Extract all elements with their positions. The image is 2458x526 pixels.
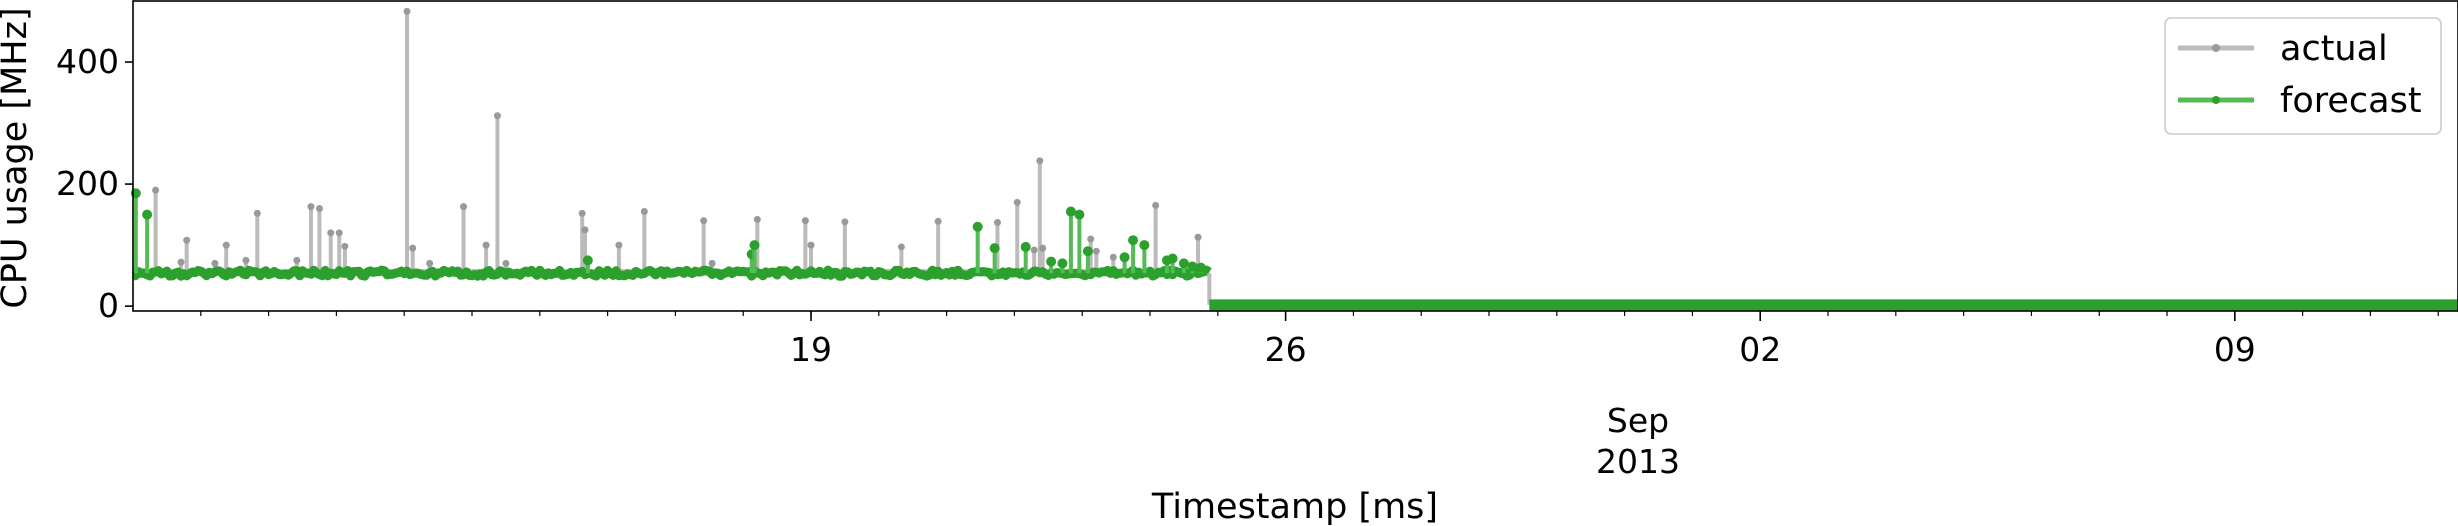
forecast-point [1082, 246, 1093, 257]
actual-point [335, 229, 343, 237]
actual-point [1152, 201, 1160, 209]
actual-point [460, 203, 468, 211]
forecast-point [1119, 252, 1130, 263]
forecast-baseline-line [131, 265, 1212, 281]
actual-point [211, 259, 219, 267]
actual-point [1036, 157, 1044, 165]
forecast-point [1074, 209, 1085, 220]
actual-point [426, 259, 434, 267]
y-axis-title: CPU usage [MHz] [0, 7, 35, 308]
x-tick-label: 26 [1265, 330, 1307, 369]
actual-point [1194, 233, 1202, 241]
actual-point [183, 236, 191, 244]
actual-point [807, 241, 815, 249]
axes: 0 200 400 19 26 02 09 [56, 42, 2439, 369]
actual-point [502, 259, 510, 267]
actual-point [409, 244, 417, 252]
forecast-point [1187, 261, 1198, 272]
actual-point [801, 217, 809, 225]
forecast-point [1139, 240, 1150, 251]
actual-point [1109, 253, 1117, 261]
actual-point [327, 229, 335, 237]
actual-point [293, 256, 301, 264]
forecast-point [1065, 206, 1076, 217]
actual-point [403, 7, 411, 15]
actual-point [640, 208, 648, 216]
x-tick-label: 09 [2214, 330, 2256, 369]
plot-area [130, 7, 2458, 311]
actual-point [700, 217, 708, 225]
x-tick-label: 02 [1739, 330, 1781, 369]
actual-point [708, 259, 716, 267]
forecast-point [989, 243, 1000, 254]
plot-frame [132, 0, 2458, 312]
y-tick-label: 0 [98, 286, 119, 325]
legend-label-forecast: forecast [2280, 81, 2422, 121]
y-tick-label: 400 [56, 42, 119, 81]
actual-point [753, 215, 761, 223]
x-tick-label: 19 [790, 330, 832, 369]
actual-point [253, 209, 261, 217]
forecast-point [1128, 235, 1139, 246]
legend-marker-forecast [2212, 96, 2220, 104]
forecast-point [1020, 241, 1031, 252]
actual-point [1092, 247, 1100, 255]
actual-point [1039, 244, 1047, 252]
actual-point [341, 242, 349, 250]
actual-point [934, 217, 942, 225]
actual-point [152, 186, 160, 194]
legend-label-actual: actual [2280, 29, 2388, 69]
actual-point [177, 258, 185, 266]
actual-point [581, 226, 589, 234]
y-tick-label: 200 [56, 164, 119, 203]
actual-point [615, 241, 623, 249]
actual-point [578, 209, 586, 217]
actual-point [482, 241, 490, 249]
forecast-point [1178, 258, 1189, 269]
x-axis-title: Timestamp [ms] [1151, 487, 1438, 526]
forecast-point [1167, 253, 1178, 264]
actual-point [1013, 198, 1021, 206]
actual-point [242, 256, 250, 264]
series-actual [133, 7, 1210, 277]
actual-point [315, 204, 323, 212]
actual-point [1030, 246, 1038, 254]
actual-point [222, 241, 230, 249]
forecast-point [1057, 258, 1068, 269]
forecast-point [582, 255, 593, 266]
actual-point [841, 218, 849, 226]
legend-marker-actual [2212, 44, 2220, 52]
x-offset-label-year: 2013 [1596, 442, 1680, 481]
actual-point [307, 203, 315, 211]
forecast-point [972, 221, 983, 232]
actual-point [993, 219, 1001, 227]
forecast-point [142, 209, 153, 220]
series-forecast [130, 188, 2458, 311]
actual-point [493, 112, 501, 120]
legend: actual forecast [2164, 17, 2442, 135]
x-offset-label-month: Sep [1607, 401, 1669, 440]
forecast-point [749, 240, 760, 251]
forecast-point [1046, 256, 1057, 267]
forecast-point [1195, 262, 1206, 273]
actual-point [897, 243, 905, 251]
actual-point [1087, 235, 1095, 243]
